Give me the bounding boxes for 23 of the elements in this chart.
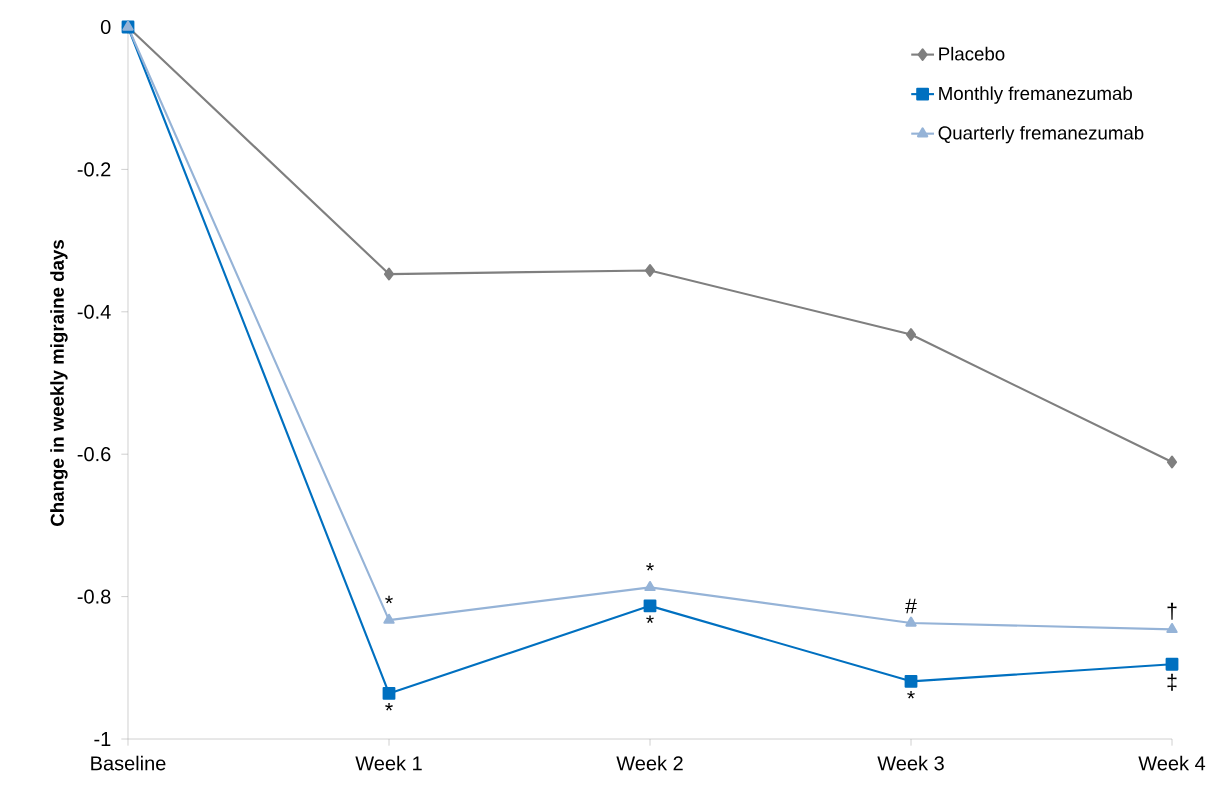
annotation: † — [1167, 602, 1177, 620]
annotation: * — [385, 703, 393, 711]
legend-label: Monthly fremanezumab — [939, 86, 1132, 104]
legend-label: Quarterly fremanezumab — [938, 125, 1144, 144]
y-tick-label: -0.8 — [77, 589, 111, 604]
x-tick-label: Week 2 — [616, 755, 683, 771]
x-tick-label: Week 3 — [877, 755, 944, 771]
y-tick-label: -0.4 — [77, 304, 111, 319]
y-tick-label: -0.2 — [77, 162, 111, 177]
annotation: * — [385, 595, 393, 604]
y-axis-title: Change in weekly migraine days — [50, 240, 68, 526]
annotation: * — [907, 690, 915, 699]
x-tick-label: Baseline — [91, 755, 166, 771]
x-tick-label: Week 4 — [1138, 755, 1206, 771]
y-tick-label: -1 — [94, 732, 111, 746]
y-tick-label: 0 — [100, 19, 111, 35]
annotation: # — [905, 598, 917, 614]
annotation: * — [646, 615, 654, 623]
legend-label: Placebo — [939, 46, 1005, 61]
x-tick-label: Week 1 — [355, 755, 422, 771]
annotation: ‡ — [1167, 673, 1177, 691]
annotation: * — [646, 563, 654, 571]
y-tick-label: -0.6 — [77, 447, 111, 462]
